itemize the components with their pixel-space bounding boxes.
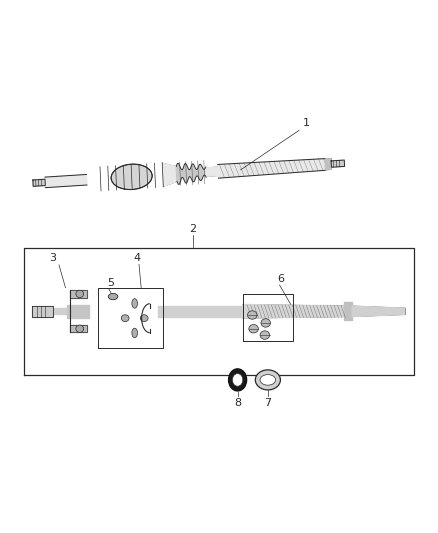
Polygon shape (218, 159, 325, 178)
Ellipse shape (121, 315, 129, 321)
Text: 1: 1 (304, 118, 311, 128)
Ellipse shape (76, 290, 84, 297)
Ellipse shape (260, 375, 276, 385)
Ellipse shape (76, 325, 84, 333)
Ellipse shape (249, 325, 258, 333)
Polygon shape (206, 167, 218, 176)
Polygon shape (352, 306, 405, 317)
Ellipse shape (140, 315, 148, 321)
Polygon shape (67, 305, 89, 318)
Ellipse shape (229, 369, 247, 391)
Text: 7: 7 (264, 398, 272, 408)
Ellipse shape (132, 298, 138, 308)
Ellipse shape (261, 319, 270, 327)
Ellipse shape (260, 331, 270, 340)
Polygon shape (159, 306, 243, 317)
Polygon shape (162, 163, 177, 187)
Polygon shape (331, 160, 345, 167)
Polygon shape (45, 174, 87, 188)
Polygon shape (243, 304, 344, 318)
Ellipse shape (108, 293, 118, 300)
Polygon shape (325, 159, 332, 169)
Polygon shape (177, 163, 206, 184)
Text: 2: 2 (190, 224, 197, 234)
Polygon shape (32, 306, 53, 317)
Ellipse shape (247, 311, 257, 319)
Ellipse shape (111, 164, 152, 190)
Ellipse shape (233, 374, 243, 386)
Polygon shape (70, 325, 87, 333)
Polygon shape (344, 302, 352, 320)
Text: 5: 5 (107, 278, 114, 288)
Text: 8: 8 (234, 398, 241, 408)
Text: 6: 6 (277, 274, 284, 285)
Ellipse shape (132, 328, 138, 338)
Text: 3: 3 (49, 253, 56, 263)
Polygon shape (33, 179, 45, 187)
Ellipse shape (255, 370, 280, 390)
Polygon shape (70, 290, 87, 297)
Text: 4: 4 (133, 253, 141, 263)
Polygon shape (53, 308, 70, 314)
